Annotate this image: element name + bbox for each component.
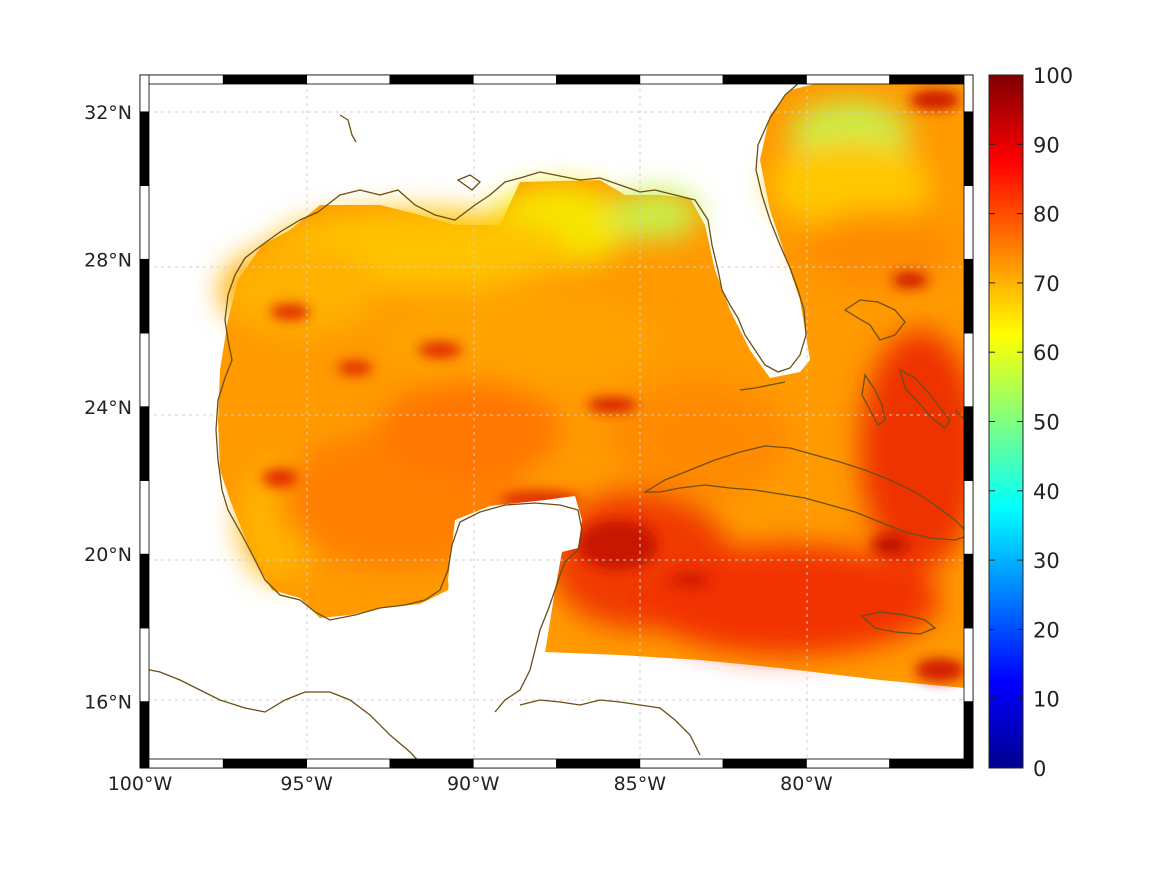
border-segment [139, 701, 150, 769]
border-segment [963, 332, 974, 408]
colorbar-tick-label: 0 [1033, 757, 1046, 781]
border-segment [722, 758, 807, 769]
border-segment [963, 406, 974, 481]
y-axis-labels: 32°N 28°N 24°N 20°N 16°N [84, 102, 132, 714]
data-field [218, 84, 973, 690]
x-tick-label: 85°W [614, 773, 667, 795]
border-segment [639, 758, 724, 769]
border-segment [139, 111, 150, 186]
border-segment [963, 480, 974, 555]
colorbar-tick-label: 90 [1033, 133, 1060, 157]
colorbar-tick-label: 60 [1033, 341, 1060, 365]
map-border [139, 74, 974, 769]
colorbar-tick-label: 10 [1033, 688, 1060, 712]
border-segment [139, 553, 150, 629]
x-tick-label: 100°W [108, 773, 173, 795]
border-segment [806, 758, 891, 769]
border-segment [139, 74, 150, 113]
border-segment [639, 74, 724, 85]
colorbar-tick-label: 50 [1033, 411, 1060, 435]
border-segment [222, 758, 308, 769]
bahamas-coast-3 [898, 368, 951, 429]
border-segment [806, 74, 891, 85]
colorbar-tick-label: 70 [1033, 272, 1060, 296]
border-segment [139, 758, 224, 769]
border-segment [389, 758, 474, 769]
border-segment [139, 185, 150, 260]
border-segment [889, 74, 974, 85]
border-segment [472, 758, 557, 769]
border-segment [963, 553, 974, 629]
gridlines [140, 75, 973, 768]
border-segment [963, 111, 974, 186]
central-america-coast [140, 667, 426, 768]
border-segment [889, 758, 974, 769]
border-segment [963, 74, 974, 113]
y-tick-label: 24°N [84, 397, 132, 419]
x-tick-label: 90°W [447, 773, 500, 795]
border-segment [139, 74, 224, 85]
colorbar-tick-label: 20 [1033, 618, 1060, 642]
colorbar-tick-label: 100 [1033, 64, 1073, 88]
y-tick-label: 32°N [84, 102, 132, 124]
colorbar-tick-label: 30 [1033, 549, 1060, 573]
border-segment [963, 258, 974, 334]
island-2 [456, 174, 482, 191]
x-axis-labels: 100°W 95°W 90°W 85°W 80°W [108, 773, 833, 795]
border-segment [963, 627, 974, 703]
florida-keys [739, 381, 786, 391]
border-segment [472, 74, 557, 85]
border-segment [306, 758, 391, 769]
border-segment [222, 74, 308, 85]
border-segment [139, 258, 150, 334]
jamaica-coast [860, 611, 937, 635]
border-segment [963, 701, 974, 769]
border-segment [963, 185, 974, 260]
x-tick-label: 80°W [780, 773, 833, 795]
border-segment [389, 74, 474, 85]
colorbar-tick-label: 80 [1033, 203, 1060, 227]
x-tick-label: 95°W [280, 773, 333, 795]
border-segment [556, 74, 641, 85]
mexico-gulf-coast [215, 211, 583, 713]
y-tick-label: 20°N [84, 544, 132, 566]
border-segment [139, 480, 150, 555]
y-tick-label: 16°N [84, 692, 132, 714]
bahamas-coast-2 [861, 373, 886, 426]
us-gulf-coast [317, 75, 821, 373]
border-segment [306, 74, 391, 85]
bahamas-coast [843, 299, 906, 341]
yucatan-land [448, 496, 582, 690]
border-segment [556, 758, 641, 769]
border-segment [139, 627, 150, 703]
island-1 [339, 114, 357, 143]
colorbar-ticks: 0 10 20 30 40 50 60 70 80 90 100 [989, 64, 1073, 781]
border-segment [139, 406, 150, 481]
colorbar: 0 10 20 30 40 50 60 70 80 90 100 [988, 64, 1073, 781]
border-segment [722, 74, 807, 85]
honduras-coast [519, 699, 701, 756]
border-segment [139, 332, 150, 408]
colorbar-tick-label: 40 [1033, 480, 1060, 504]
y-tick-label: 28°N [84, 249, 132, 271]
